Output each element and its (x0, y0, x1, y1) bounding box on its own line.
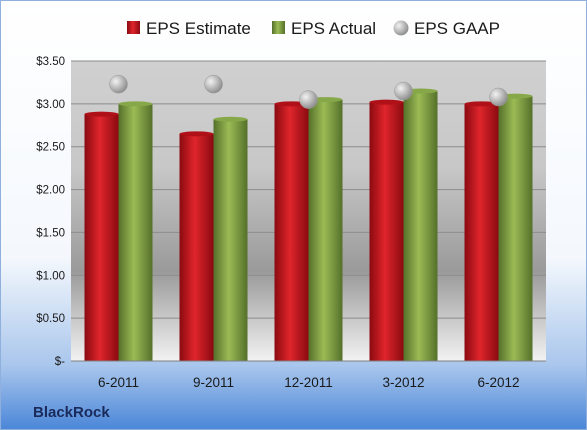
gaap-markers (109, 74, 508, 109)
bar-eps-estimate (464, 103, 499, 361)
y-tick-label: $- (55, 356, 65, 368)
bar-eps-estimate (84, 114, 119, 362)
bar-eps-estimate (179, 133, 214, 361)
bar-eps-actual (403, 91, 438, 361)
legend-swatch-actual (272, 21, 285, 34)
gaap-marker (394, 81, 413, 101)
legend-label-estimate: EPS Estimate (146, 19, 251, 38)
x-tick-label: 3-2012 (382, 375, 424, 390)
gaap-marker (204, 74, 223, 94)
bar-eps-estimate (369, 102, 404, 362)
legend-swatch-estimate (127, 21, 140, 34)
gaap-marker (299, 90, 318, 109)
bar-eps-estimate-cap (84, 111, 119, 117)
y-tick-label: $1.50 (36, 227, 65, 239)
bar-eps-actual (213, 119, 248, 362)
x-tick-label: 9-2011 (193, 375, 234, 390)
legend-item-estimate: EPS Estimate (127, 19, 251, 38)
y-tick-label: $1.00 (36, 270, 65, 282)
company-name: BlackRock (33, 404, 110, 421)
x-tick-label: 12-2011 (284, 375, 333, 390)
legend-label-gaap: EPS GAAP (414, 19, 500, 38)
bar-eps-estimate (274, 103, 309, 361)
legend-marker-gaap (393, 20, 409, 36)
bars (84, 88, 533, 362)
y-tick-label: $3.50 (36, 56, 65, 68)
bar-eps-actual (308, 99, 343, 362)
y-tick-label: $3.00 (36, 99, 65, 111)
bar-eps-estimate-cap (464, 101, 499, 107)
x-axis-ticks: 6-2011 9-2011 12-2011 3-2012 6-2012 (98, 375, 520, 390)
y-tick-label: $2.00 (36, 185, 65, 197)
bar-eps-actual-cap (118, 101, 153, 107)
x-tick-label: 6-2011 (98, 375, 139, 390)
legend: EPS Estimate EPS Actual EPS GAAP (127, 19, 500, 38)
bar-eps-estimate-cap (179, 131, 214, 137)
bar-eps-actual-cap (213, 116, 248, 122)
bar-eps-estimate-cap (369, 99, 404, 105)
legend-label-actual: EPS Actual (291, 19, 376, 38)
bar-eps-actual (498, 96, 533, 362)
y-tick-label: $2.50 (36, 142, 65, 154)
y-axis-ticks: $- $0.50 $1.00 $1.50 $2.00 $2.50 $3.00 $3.50 (36, 56, 65, 368)
bar-eps-actual (118, 103, 153, 361)
y-tick-label: $0.50 (36, 313, 65, 325)
gaap-marker (109, 74, 128, 94)
x-tick-label: 6-2012 (477, 375, 519, 390)
legend-item-gaap: EPS GAAP (393, 19, 500, 38)
legend-item-actual: EPS Actual (272, 19, 376, 38)
gaap-marker (489, 87, 508, 107)
